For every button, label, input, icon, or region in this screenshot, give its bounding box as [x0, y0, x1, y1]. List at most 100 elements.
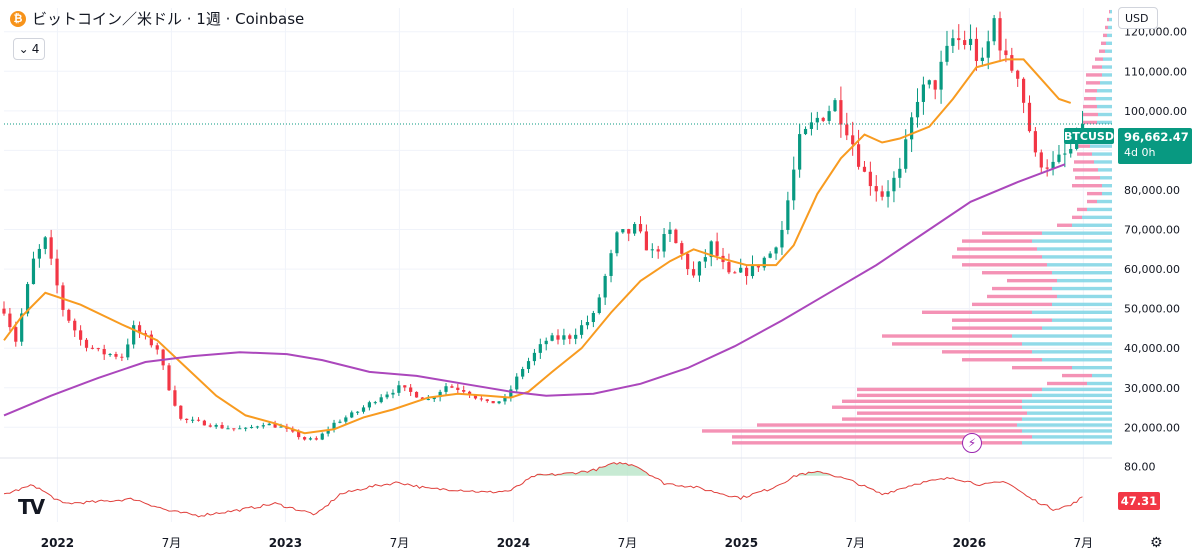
candle-body — [662, 234, 666, 252]
candle-body — [391, 392, 395, 395]
candle-body — [727, 262, 731, 273]
candle-body — [226, 428, 230, 430]
volume-profile-down-bar — [1087, 199, 1097, 204]
candle-body — [167, 365, 171, 391]
volume-profile-down-bar — [732, 435, 1032, 439]
candle-body — [25, 284, 30, 314]
candle-body — [255, 426, 260, 428]
volume-profile-up-bar — [1032, 350, 1112, 354]
tradingview-logo[interactable]: TV — [18, 495, 45, 519]
volume-profile-down-bar — [982, 271, 1052, 275]
candle-body — [633, 224, 637, 234]
bolt-icon[interactable]: ⚡ — [962, 433, 982, 453]
volume-profile-down-bar — [842, 417, 1022, 421]
last-price-label: 96,662.47 4d 0h — [1118, 128, 1192, 164]
volume-profile-down-bar — [1103, 33, 1107, 38]
candle-body — [8, 313, 12, 328]
volume-profile-up-bar — [1105, 49, 1112, 53]
candle-body — [538, 344, 542, 353]
gear-icon[interactable]: ⚙ — [1150, 535, 1163, 551]
candle-body — [780, 229, 784, 248]
chart-axes: 120,000.00110,000.00100,000.0090,000.008… — [41, 26, 1187, 550]
candle-body — [350, 412, 354, 418]
candle-body — [951, 38, 955, 46]
candle-body — [556, 335, 560, 340]
volume-profile-down-bar — [1072, 215, 1082, 220]
volume-profile-up-bar — [1042, 358, 1112, 362]
candle-body — [862, 166, 867, 172]
volume-profile-down-bar — [1075, 176, 1100, 180]
indicator-toggle-button[interactable]: ⌄ 4 — [13, 38, 45, 60]
candle-body — [609, 253, 613, 276]
candle-body — [656, 249, 660, 252]
candle-body — [426, 399, 430, 401]
candle-body — [314, 438, 318, 440]
candle-body — [839, 100, 843, 125]
volume-profile-down-bar — [1007, 278, 1057, 283]
volume-profile-up-bar — [1037, 247, 1112, 251]
candle-body — [1021, 78, 1026, 103]
currency-select[interactable]: USD — [1118, 7, 1158, 29]
volume-profile-up-bar — [1102, 184, 1112, 188]
candle-body — [1051, 161, 1055, 169]
candle-body — [562, 335, 566, 340]
volume-profile-up-bar — [1097, 89, 1112, 93]
volume-profile-down-bar — [1073, 168, 1098, 172]
candle-body — [986, 41, 990, 58]
candle-body — [544, 340, 548, 345]
candle-body — [574, 334, 578, 339]
candle-body — [550, 335, 554, 341]
candlestick-series — [2, 11, 1112, 441]
candle-body — [31, 258, 36, 285]
volume-profile-up-bar — [1098, 112, 1112, 117]
candle-body — [20, 313, 24, 342]
volume-profile-down-bar — [1086, 73, 1102, 77]
volume-profile-up-bar — [1090, 144, 1112, 148]
candle-body — [1057, 154, 1061, 162]
volume-profile-up-bar — [1092, 152, 1112, 156]
volume-profile-up-bar — [1042, 255, 1112, 259]
volume-profile-up-bar — [1047, 263, 1112, 267]
volume-profile-up-bar — [1022, 429, 1112, 433]
candle-body — [43, 237, 47, 249]
candle-body — [137, 325, 142, 334]
candle-body — [774, 247, 778, 254]
candle-body — [161, 349, 165, 366]
volume-profile-down-bar — [732, 441, 1022, 445]
candle-body — [155, 345, 159, 350]
candle-body — [750, 264, 755, 277]
volume-profile-up-bar — [1109, 17, 1112, 22]
candle-body — [856, 144, 861, 167]
candle-body — [910, 117, 914, 140]
price-tick-label: 20,000.00 — [1124, 421, 1180, 434]
volume-profile-up-bar — [1052, 318, 1112, 322]
volume-profile-up-bar — [1052, 286, 1112, 291]
candle-body — [473, 395, 478, 399]
candle-body — [503, 397, 507, 402]
candle-body — [96, 348, 100, 350]
candle-body — [845, 124, 849, 136]
indicator-count: 4 — [31, 42, 40, 56]
volume-profile-up-bar — [1094, 160, 1112, 164]
candle-body — [1063, 153, 1067, 155]
volume-profile-up-bar — [1052, 271, 1112, 275]
volume-profile-down-bar — [982, 231, 1042, 235]
rsi-pane — [3, 461, 1083, 518]
volume-profile-up-bar — [1096, 96, 1112, 101]
candle-body — [597, 297, 601, 314]
candle-body — [79, 330, 83, 340]
candle-body — [509, 389, 513, 398]
volume-profile-down-bar — [1083, 104, 1097, 109]
candle-body — [444, 386, 448, 392]
volume-profile-up-bar — [1087, 381, 1112, 386]
candle-body — [674, 229, 678, 244]
volume-profile-down-bar — [962, 239, 1032, 243]
volume-profile-up-bar — [1057, 278, 1112, 283]
volume-profile-down-bar — [1072, 184, 1102, 188]
candle-body — [403, 385, 407, 388]
candle-body — [992, 18, 996, 42]
candle-body — [90, 347, 95, 349]
candle-body — [945, 45, 949, 62]
volume-profile-down-bar — [957, 247, 1037, 251]
